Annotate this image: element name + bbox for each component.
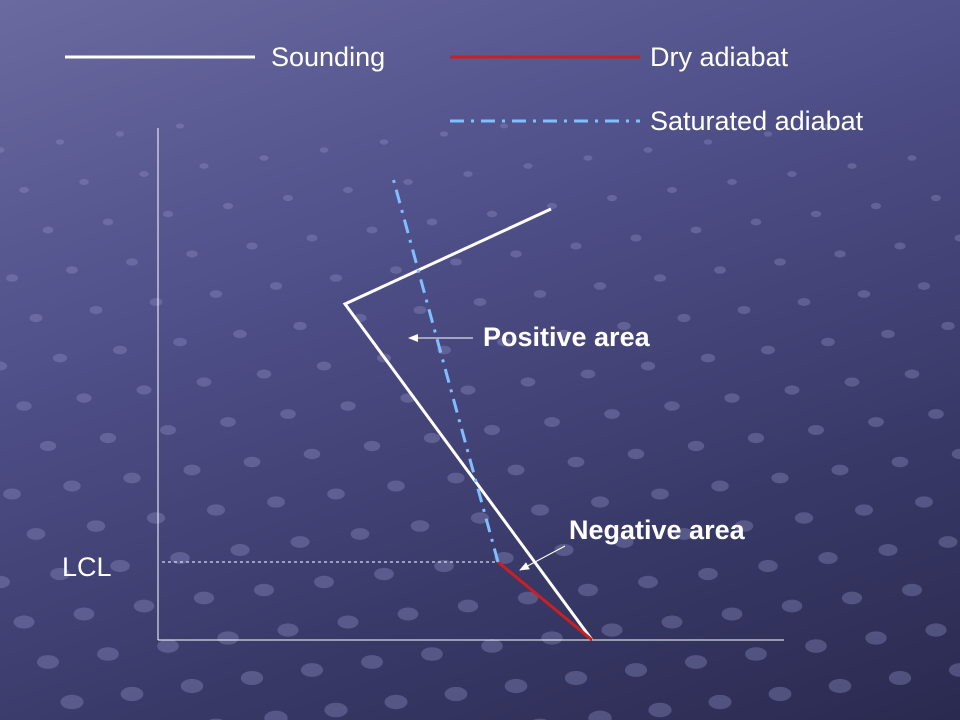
lcl-label: LCL [62,552,112,582]
saturated-adiabat-line [391,177,500,563]
positive-area-label: Positive area [483,322,650,352]
legend-saturated-adiabat-label: Saturated adiabat [650,106,864,136]
negative-area-arrow [519,545,566,571]
sounding-line [342,207,594,641]
dry-adiabat-line [497,560,593,642]
legend-dry-adiabat-label: Dry adiabat [650,42,789,72]
legend-sounding-label: Sounding [271,42,386,72]
negative-area-label: Negative area [569,515,745,545]
